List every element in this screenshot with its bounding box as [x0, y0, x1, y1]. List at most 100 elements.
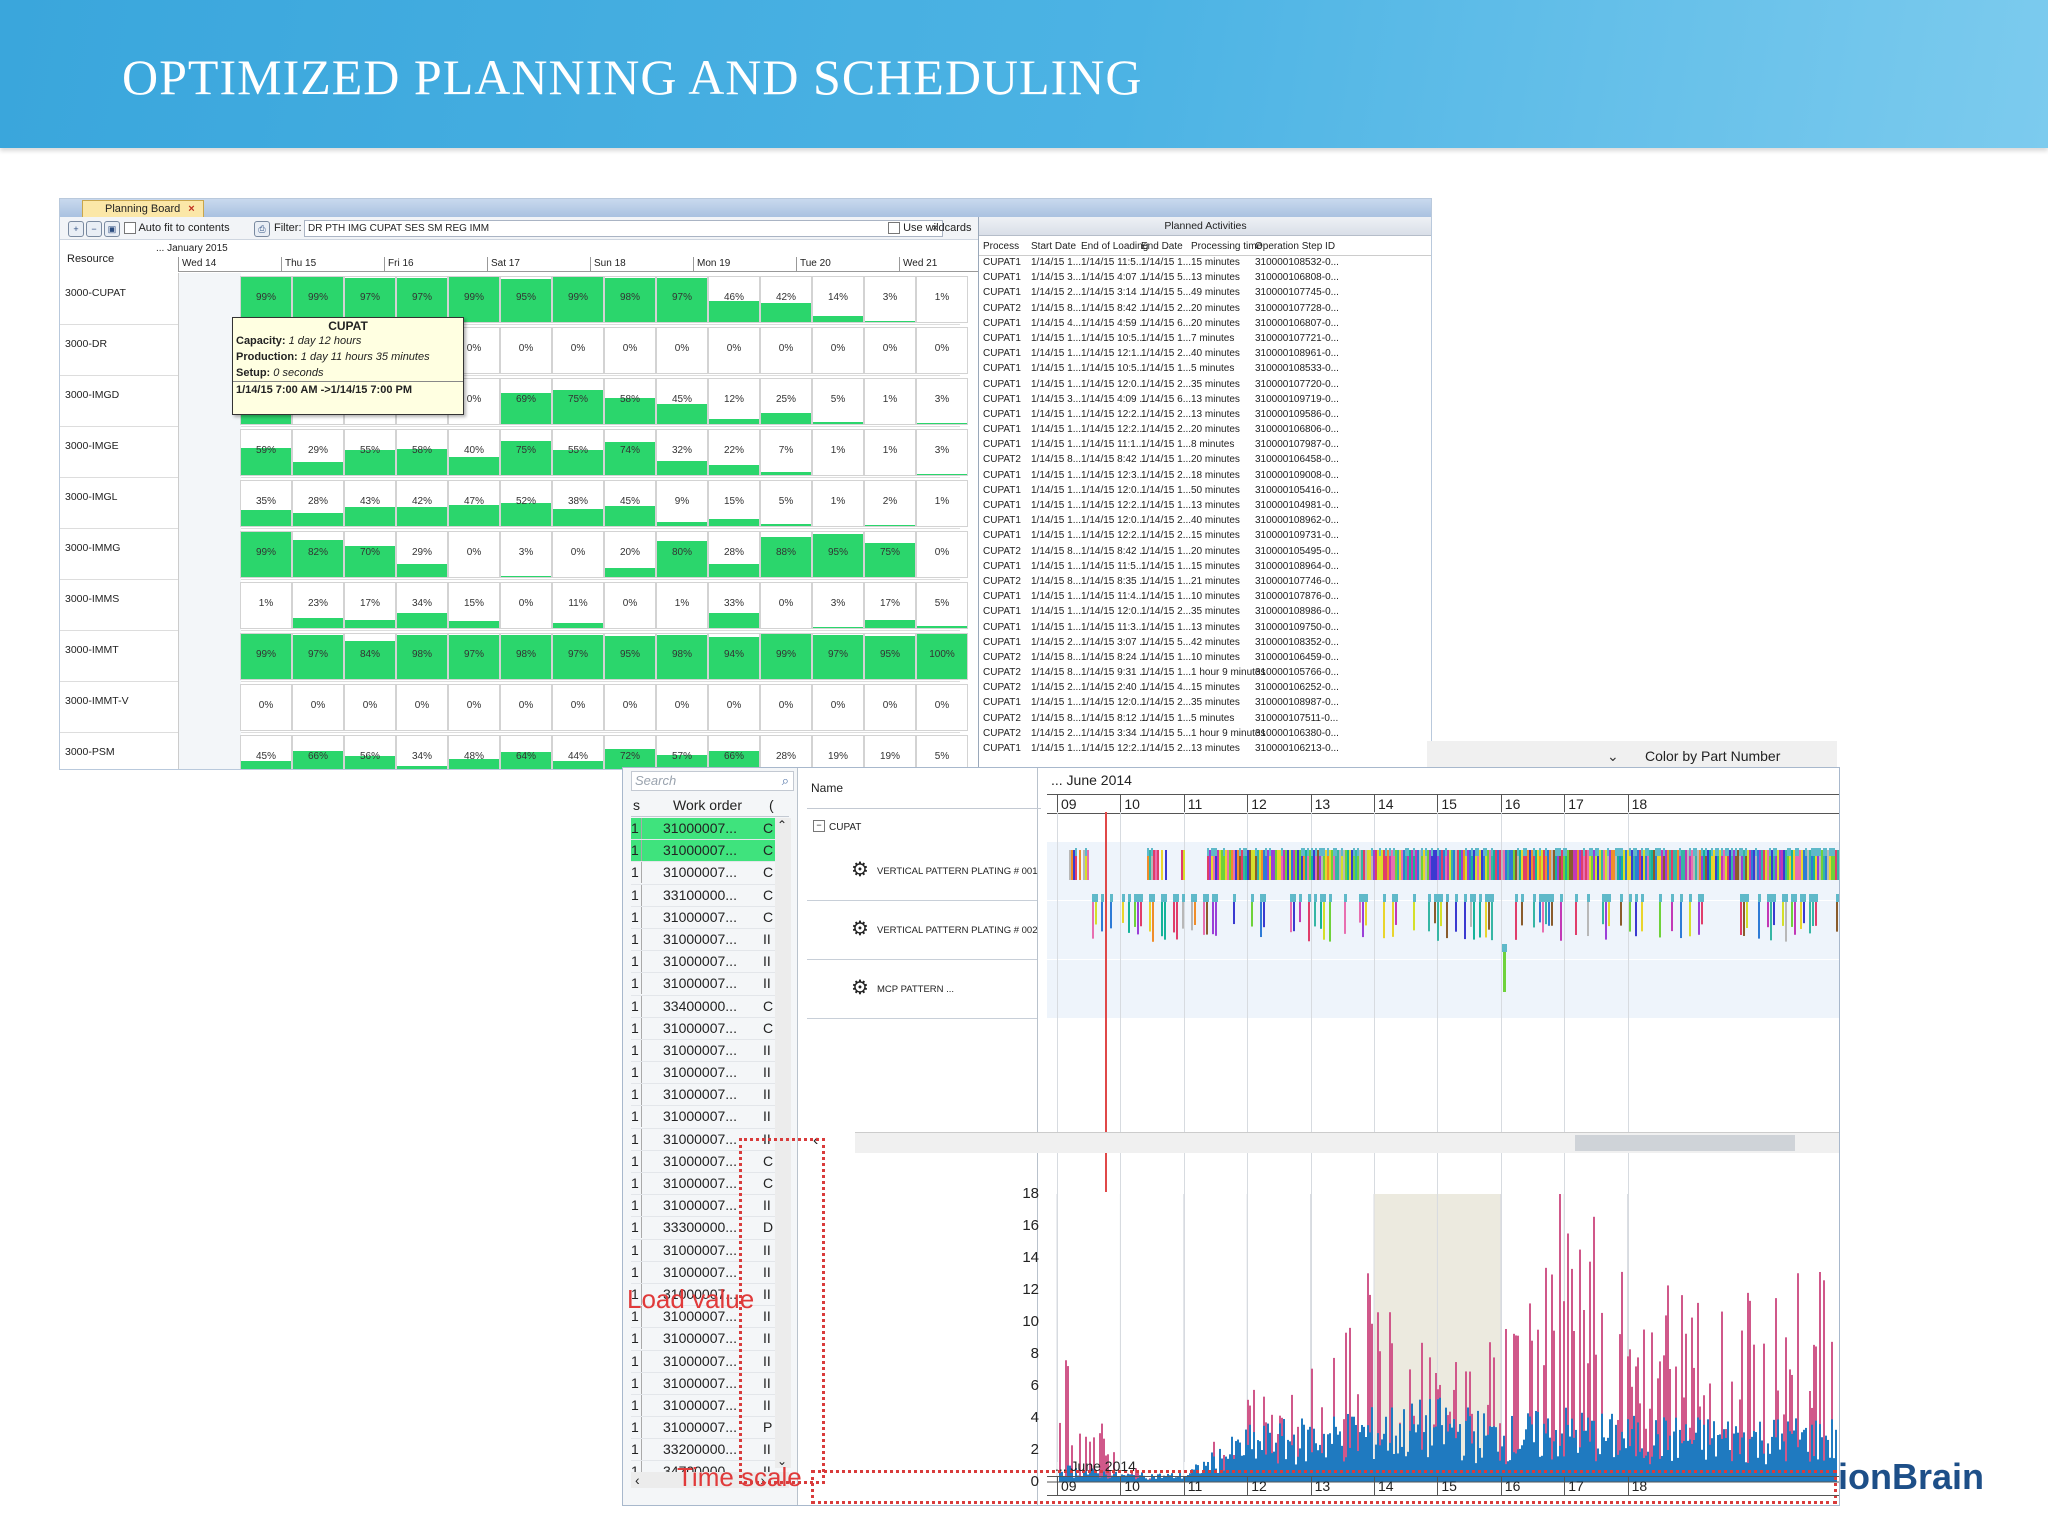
- gantt-task-marker[interactable]: [1809, 894, 1812, 902]
- gantt-task-bar[interactable]: [1629, 902, 1631, 932]
- zoom-out-icon[interactable]: −: [86, 221, 102, 237]
- gantt-task-marker[interactable]: [1465, 848, 1467, 856]
- gantt-task-marker[interactable]: [1213, 848, 1215, 856]
- capacity-cell[interactable]: 20%: [604, 531, 656, 578]
- gantt-task-marker[interactable]: [1619, 848, 1621, 856]
- scroll-thumb[interactable]: [1575, 1135, 1795, 1151]
- gantt-task-bar[interactable]: [1817, 850, 1819, 880]
- capacity-cell[interactable]: 0%: [500, 327, 552, 374]
- gantt-task-bar[interactable]: [1397, 850, 1399, 880]
- gantt-task-bar[interactable]: [1417, 850, 1419, 880]
- gantt-task-bar[interactable]: [1333, 850, 1335, 880]
- gantt-task-bar[interactable]: [1585, 850, 1587, 880]
- gantt-task-marker[interactable]: [1161, 894, 1164, 902]
- capacity-cell[interactable]: 1%: [656, 582, 708, 629]
- table-row[interactable]: CUPAT1 1/14/15 1... 1/14/15 12:0... 1/14/15…: [979, 513, 1431, 528]
- capacity-cell[interactable]: 55%: [344, 429, 396, 476]
- gantt-task-bar[interactable]: [1101, 902, 1103, 932]
- gantt-task-bar[interactable]: [1075, 850, 1077, 880]
- gantt-task-bar[interactable]: [1833, 850, 1835, 880]
- gantt-task-bar[interactable]: [1455, 902, 1457, 932]
- gantt-task-bar[interactable]: [1183, 850, 1185, 880]
- gantt-task-bar[interactable]: [1137, 902, 1139, 935]
- gantt-task-marker[interactable]: [1446, 894, 1449, 902]
- gantt-task-bar[interactable]: [1395, 902, 1397, 925]
- gantt-task-bar[interactable]: [1173, 902, 1175, 933]
- gantt-task-bar[interactable]: [1637, 850, 1639, 880]
- gantt-task-marker[interactable]: [1502, 944, 1507, 952]
- gantt-task-bar[interactable]: [1513, 850, 1515, 880]
- gantt-task-bar[interactable]: [1507, 850, 1509, 880]
- capacity-cell[interactable]: 0%: [760, 327, 812, 374]
- gantt-task-bar[interactable]: [1542, 902, 1544, 933]
- gantt-task-bar[interactable]: [1680, 902, 1682, 939]
- gantt-task-bar[interactable]: [1569, 850, 1571, 880]
- gantt-task-bar[interactable]: [1241, 850, 1243, 880]
- gantt-task-marker[interactable]: [1095, 894, 1098, 902]
- gantt-task-bar[interactable]: [1537, 850, 1539, 880]
- table-row[interactable]: CUPAT2 1/14/15 8... 1/14/15 8:42 ... 1/14/1…: [979, 452, 1431, 467]
- gantt-task-marker[interactable]: [1693, 848, 1695, 856]
- capacity-cell[interactable]: 99%: [448, 276, 500, 323]
- gantt-task-marker[interactable]: [1607, 848, 1609, 856]
- capacity-cell[interactable]: 9%: [656, 480, 708, 527]
- gantt-task-bar[interactable]: [1413, 850, 1415, 880]
- capacity-cell[interactable]: 0%: [240, 684, 292, 731]
- gantt-task-bar[interactable]: [1747, 850, 1749, 880]
- gantt-task-bar[interactable]: [1255, 850, 1257, 880]
- gantt-task-bar[interactable]: [1251, 850, 1253, 880]
- gantt-task-marker[interactable]: [1815, 848, 1817, 856]
- capacity-cell[interactable]: 34%: [396, 582, 448, 629]
- gantt-task-bar[interactable]: [1283, 850, 1285, 880]
- capacity-cell[interactable]: 1%: [864, 378, 916, 425]
- capacity-cell[interactable]: 5%: [812, 378, 864, 425]
- gantt-task-bar[interactable]: [1625, 850, 1627, 880]
- list-item[interactable]: 1 31000007... C: [631, 840, 781, 863]
- capacity-cell[interactable]: 75%: [864, 531, 916, 578]
- gantt-task-bar[interactable]: [1719, 850, 1721, 880]
- gantt-task-bar[interactable]: [1601, 850, 1603, 880]
- gantt-task-marker[interactable]: [1583, 848, 1585, 856]
- gantt-task-bar[interactable]: [1259, 850, 1261, 880]
- gantt-task-bar[interactable]: [1503, 850, 1505, 880]
- gantt-task-bar[interactable]: [1587, 850, 1589, 880]
- capacity-cell[interactable]: 33%: [708, 582, 760, 629]
- gantt-task-marker[interactable]: [1548, 894, 1551, 902]
- gantt-task-marker[interactable]: [1659, 848, 1661, 856]
- gantt-task-marker[interactable]: [1717, 848, 1719, 856]
- gantt-task-bar[interactable]: [1657, 850, 1659, 880]
- gantt-task-bar[interactable]: [1821, 850, 1823, 880]
- gantt-task-bar[interactable]: [1553, 850, 1555, 880]
- table-row[interactable]: CUPAT1 1/14/15 1... 1/14/15 12:2... 1/14/15…: [979, 422, 1431, 437]
- gantt-task-marker[interactable]: [1715, 848, 1717, 856]
- gantt-task-marker[interactable]: [1471, 848, 1473, 856]
- gantt-task-marker[interactable]: [1173, 894, 1176, 902]
- gantt-task-bar[interactable]: [1308, 902, 1310, 942]
- gantt-task-marker[interactable]: [1245, 848, 1247, 856]
- gantt-task-marker[interactable]: [1629, 848, 1631, 856]
- column-header[interactable]: End of Loading: [1081, 241, 1149, 252]
- gantt-task-bar[interactable]: [1560, 902, 1562, 941]
- gantt-task-bar[interactable]: [1785, 850, 1787, 880]
- table-row[interactable]: CUPAT1 1/14/15 2... 1/14/15 3:14 ... 1/14/1…: [979, 285, 1431, 300]
- gantt-task-bar[interactable]: [1695, 850, 1697, 880]
- column-header[interactable]: Operation Step ID: [1255, 241, 1336, 252]
- gantt-task-bar[interactable]: [1713, 850, 1715, 880]
- gantt-task-marker[interactable]: [1813, 848, 1815, 856]
- gantt-task-marker[interactable]: [1545, 894, 1548, 902]
- list-item[interactable]: 1 31000007... II: [631, 1195, 781, 1218]
- gantt-task-bar[interactable]: [1803, 850, 1805, 880]
- gantt-task-marker[interactable]: [1128, 894, 1131, 902]
- gantt-task-bar[interactable]: [1653, 850, 1655, 880]
- gantt-task-marker[interactable]: [1281, 848, 1283, 856]
- capacity-cell[interactable]: 35%: [240, 480, 292, 527]
- gantt-task-bar[interactable]: [1627, 850, 1629, 880]
- capacity-cell[interactable]: 99%: [240, 531, 292, 578]
- gantt-task-marker[interactable]: [1212, 894, 1215, 902]
- gantt-task-bar[interactable]: [1291, 850, 1293, 880]
- gantt-task-bar[interactable]: [1729, 850, 1731, 880]
- color-by-select[interactable]: ⌄ Color by Part Number: [1427, 741, 1837, 771]
- gantt-task-marker[interactable]: [1243, 848, 1245, 856]
- list-item[interactable]: 1 31000007... II: [631, 1239, 781, 1262]
- gantt-task-bar[interactable]: [1377, 850, 1379, 880]
